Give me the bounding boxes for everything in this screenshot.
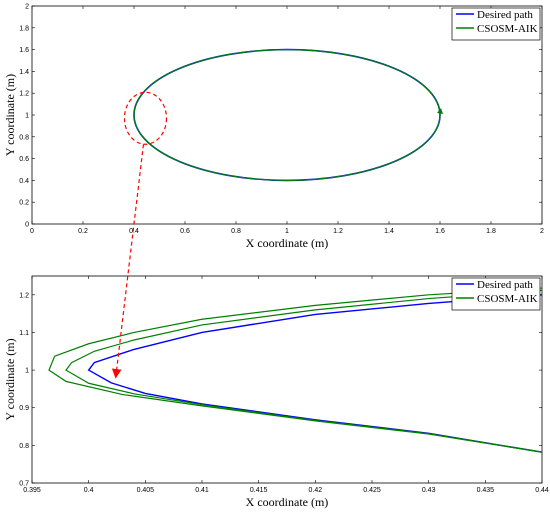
x-tick-label: 0.42: [309, 487, 323, 494]
x-axis-label: X coordinate (m): [246, 495, 329, 509]
legend-entry-desired-path: Desired path: [477, 279, 533, 291]
x-tick-label: 1.4: [384, 228, 394, 235]
series-line-csosm-aik: [133, 48, 441, 182]
y-tick-label: 0.4: [19, 178, 29, 185]
x-tick-label: 0.2: [78, 228, 88, 235]
y-tick-label: 0.8: [19, 134, 29, 141]
y-tick-label: 1.2: [19, 91, 29, 98]
y-tick-label: 1.8: [19, 25, 29, 32]
x-tick-label: 0.43: [422, 487, 436, 494]
x-tick-label: 0.4: [129, 228, 139, 235]
plot-frame: [31, 5, 543, 225]
x-tick-label: 0.4: [84, 487, 94, 494]
annotation-layer: [111, 91, 168, 379]
y-tick-label: 1: [25, 368, 29, 375]
x-tick-label: 0.425: [363, 487, 381, 494]
y-tick-label: 2: [25, 4, 29, 11]
legend-entry-csosm-aik: CSOSM-AIK: [477, 23, 538, 35]
y-tick-label: 1.6: [19, 47, 29, 54]
legend-entry-desired-path: Desired path: [477, 9, 533, 21]
x-tick-label: 0.8: [231, 228, 241, 235]
y-tick-label: 0.9: [19, 405, 29, 412]
y-tick-label: 1.2: [19, 292, 29, 299]
x-tick-label: 0.435: [477, 487, 495, 494]
trajectory-direction-marker: [437, 108, 443, 114]
plot-frame: [31, 275, 543, 484]
y-tick-label: 1.1: [19, 330, 29, 337]
zoom-region-circle: [123, 91, 168, 145]
x-axis-label: X coordinate (m): [246, 236, 329, 250]
legend: Desired path CSOSM-AIK: [451, 277, 541, 311]
x-tick-label: 0: [30, 228, 34, 235]
x-tick-label: 2: [540, 228, 544, 235]
x-tick-label: 1.2: [333, 228, 343, 235]
chart-1: 0 0.2 0.4 0.6 0.8 1 1.2 1.4 1.6 1.8 2 0 0.2 0.4 0.6 0.8…: [3, 4, 544, 251]
y-axis-label: Y coordinate (m): [3, 338, 17, 420]
y-tick-label: 1: [25, 113, 29, 120]
y-tick-label: 1.4: [19, 69, 29, 76]
x-tick-label: 1.8: [486, 228, 496, 235]
x-tick-label: 0.395: [23, 487, 41, 494]
legend-entry-csosm-aik: CSOSM-AIK: [477, 293, 538, 305]
y-axis-label: Y coordinate (m): [3, 74, 17, 156]
chart-2: 0.395 0.4 0.405 0.41 0.415 0.42 0.425 0.43 0.435…: [3, 275, 549, 509]
series-layer: [48, 287, 542, 453]
y-tick-label: 0.7: [19, 481, 29, 488]
y-tick-label: 0: [25, 222, 29, 229]
x-tick-label: 0.6: [180, 228, 190, 235]
legend: Desired path CSOSM-AIK: [451, 7, 541, 41]
x-tick-label: 0.44: [535, 487, 549, 494]
series-line-desired-path: [87, 294, 542, 453]
series-layer: [133, 48, 443, 182]
zoom-arrow: [111, 144, 145, 379]
x-tick-label: 0.405: [137, 487, 155, 494]
x-tick-label: 0.415: [250, 487, 268, 494]
plots-layer: 0 0.2 0.4 0.6 0.8 1 1.2 1.4 1.6 1.8 2 0 0.2 0.4 0.6 0.8…: [3, 4, 549, 510]
y-tick-label: 0.8: [19, 443, 29, 450]
y-tick-label: 0.6: [19, 156, 29, 163]
x-tick-label: 1: [285, 228, 289, 235]
y-tick-label: 0.2: [19, 200, 29, 207]
series-line-csosm-aik: [65, 289, 542, 453]
x-tick-label: 0.41: [195, 487, 209, 494]
x-tick-label: 1.6: [435, 228, 445, 235]
